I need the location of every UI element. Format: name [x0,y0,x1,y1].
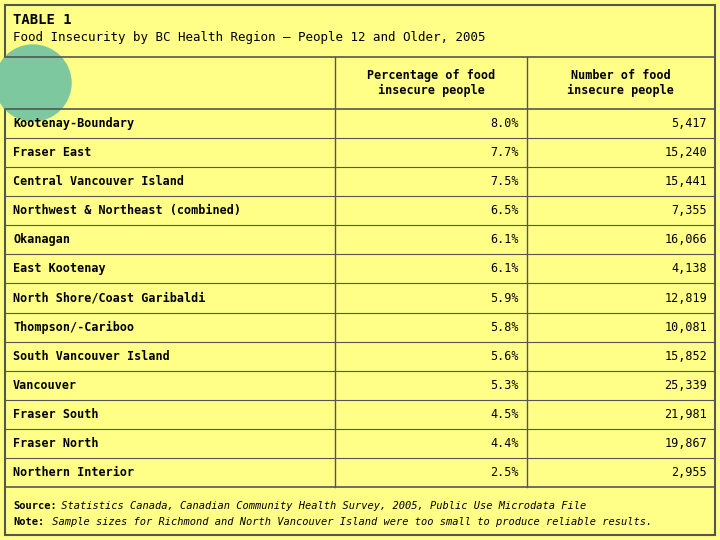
Text: Thompson/-Cariboo: Thompson/-Cariboo [13,321,134,334]
Text: 8.0%: 8.0% [490,117,519,130]
Text: Note:: Note: [13,517,44,527]
Text: 7,355: 7,355 [671,204,707,217]
Text: 10,081: 10,081 [665,321,707,334]
Circle shape [0,45,71,121]
Text: Food Insecurity by BC Health Region – People 12 and Older, 2005: Food Insecurity by BC Health Region – Pe… [13,31,485,44]
Text: 19,867: 19,867 [665,437,707,450]
Text: 15,441: 15,441 [665,175,707,188]
Text: Vancouver: Vancouver [13,379,77,392]
Text: Central Vancouver Island: Central Vancouver Island [13,175,184,188]
Text: North Shore/Coast Garibaldi: North Shore/Coast Garibaldi [13,292,205,305]
Text: 6.5%: 6.5% [490,204,519,217]
Text: 15,852: 15,852 [665,350,707,363]
Text: 2.5%: 2.5% [490,466,519,479]
Text: Kootenay-Boundary: Kootenay-Boundary [13,117,134,130]
Text: Fraser North: Fraser North [13,437,99,450]
Text: 5.8%: 5.8% [490,321,519,334]
Text: 5.3%: 5.3% [490,379,519,392]
Text: 5.9%: 5.9% [490,292,519,305]
Text: Northern Interior: Northern Interior [13,466,134,479]
Text: 15,240: 15,240 [665,146,707,159]
Text: Northwest & Northeast (combined): Northwest & Northeast (combined) [13,204,241,217]
Text: 16,066: 16,066 [665,233,707,246]
Text: 21,981: 21,981 [665,408,707,421]
Text: Percentage of food
insecure people: Percentage of food insecure people [367,69,495,97]
Text: Sample sizes for Richmond and North Vancouver Island were too small to produce r: Sample sizes for Richmond and North Vanc… [46,517,652,527]
Text: 5.6%: 5.6% [490,350,519,363]
Text: South Vancouver Island: South Vancouver Island [13,350,170,363]
Text: TABLE 1: TABLE 1 [13,13,71,27]
Text: Fraser East: Fraser East [13,146,91,159]
Text: 6.1%: 6.1% [490,233,519,246]
Text: Statistics Canada, Canadian Community Health Survey, 2005, Public Use Microdata : Statistics Canada, Canadian Community He… [55,501,586,511]
Text: Fraser South: Fraser South [13,408,99,421]
Text: 6.1%: 6.1% [490,262,519,275]
Text: 25,339: 25,339 [665,379,707,392]
Text: 2,955: 2,955 [671,466,707,479]
Text: Okanagan: Okanagan [13,233,70,246]
Text: 7.5%: 7.5% [490,175,519,188]
Text: 4.4%: 4.4% [490,437,519,450]
Text: 12,819: 12,819 [665,292,707,305]
Text: 4.5%: 4.5% [490,408,519,421]
Text: 5,417: 5,417 [671,117,707,130]
Text: Number of food
insecure people: Number of food insecure people [567,69,675,97]
Text: 4,138: 4,138 [671,262,707,275]
Text: East Kootenay: East Kootenay [13,262,106,275]
Text: Source:: Source: [13,501,57,511]
Text: 7.7%: 7.7% [490,146,519,159]
